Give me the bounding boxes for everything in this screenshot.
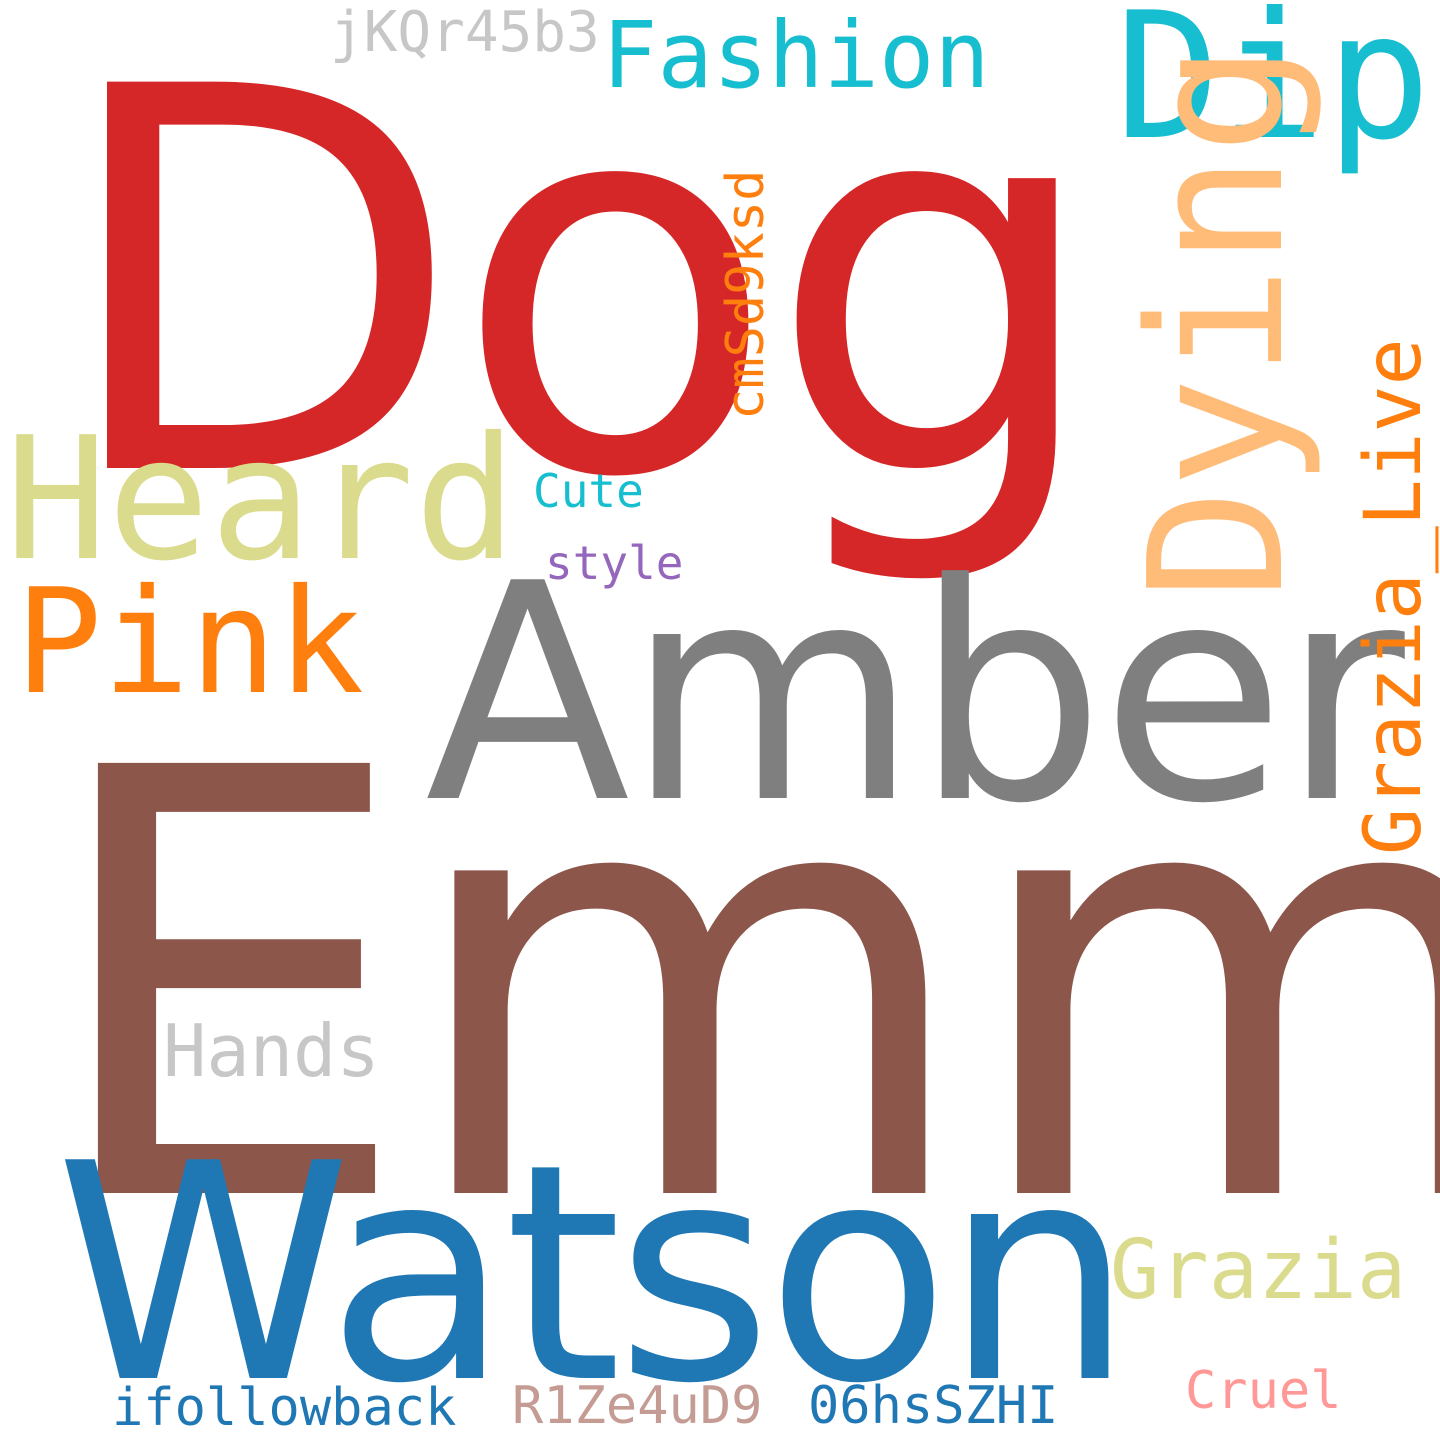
word-06hsszhi: 06hsSZHI — [808, 1376, 1059, 1436]
word-grazia: Grazia — [1110, 1223, 1407, 1318]
word-cmsd9ksd: cmSd9ksd — [716, 169, 776, 420]
word-cute: Cute — [533, 464, 644, 518]
word-r1ze4ud9: R1Ze4uD9 — [512, 1376, 763, 1436]
word-cruel: Cruel — [1185, 1361, 1342, 1421]
word-dog: Dog — [55, 0, 1104, 593]
word-fashion: Fashion — [602, 2, 990, 109]
word-ifollowback: ifollowback — [112, 1378, 457, 1438]
word-style: style — [545, 536, 684, 590]
word-pink: Pink — [15, 558, 365, 727]
word-watson: Watson — [55, 1100, 1134, 1440]
word-hands: Hands — [163, 1009, 380, 1093]
word-amber: Amber — [425, 520, 1405, 869]
word-emma: Emma — [40, 646, 1440, 1333]
word-heard: Heard — [5, 401, 517, 599]
word-dying: Dying — [1109, 43, 1325, 600]
word-dip: Dip — [1115, 0, 1432, 179]
word-grazia-live: Grazia_Live — [1349, 338, 1439, 855]
word-jkqr45b3: jKQr45b3 — [330, 0, 600, 65]
